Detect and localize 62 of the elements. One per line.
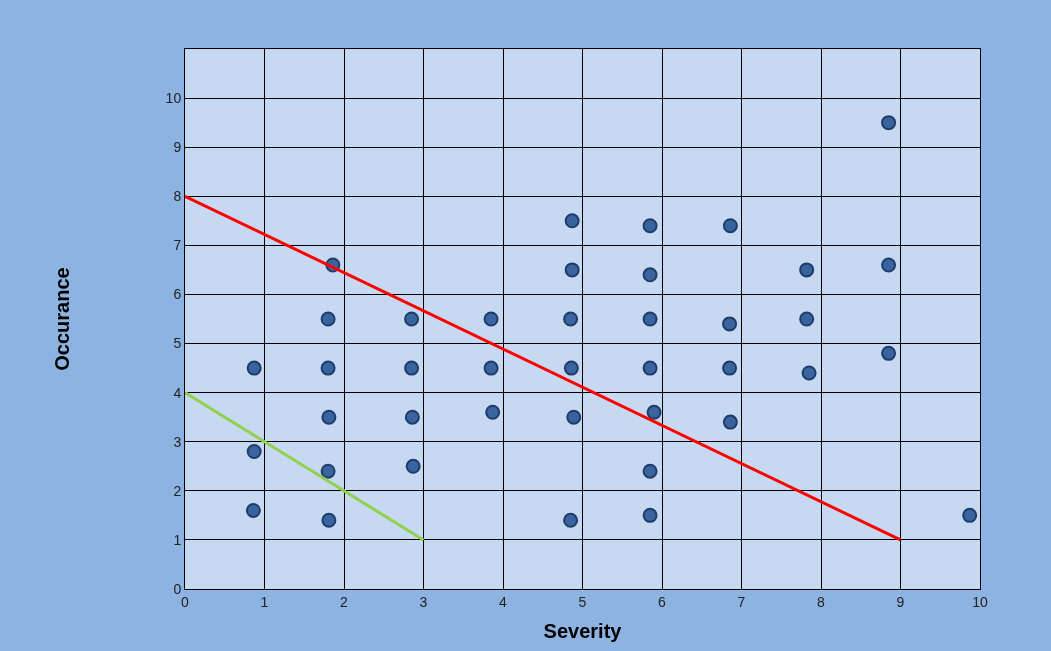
point: [881, 115, 897, 131]
y-tick-label: 2: [173, 482, 182, 499]
point: [405, 458, 421, 474]
y-tick-label: 7: [173, 237, 182, 254]
point: [564, 262, 580, 278]
x-axis-title: Severity: [543, 620, 623, 643]
y-tick-label: 6: [173, 286, 182, 303]
x-tick-label: 2: [340, 593, 349, 610]
point: [642, 218, 658, 234]
point: [320, 463, 336, 479]
y-tick-label: 1: [173, 531, 182, 548]
point: [485, 404, 501, 420]
y-tick-label: 4: [173, 384, 182, 401]
point: [321, 512, 337, 528]
point: [404, 311, 420, 327]
point: [642, 360, 658, 376]
y-tick-label: 8: [173, 188, 182, 205]
point: [962, 507, 978, 523]
point: [881, 257, 897, 273]
point: [642, 463, 658, 479]
y-tick-label: 5: [173, 335, 182, 352]
point: [566, 409, 582, 425]
point: [799, 311, 815, 327]
point: [564, 213, 580, 229]
point: [563, 360, 579, 376]
y-tick-label: 10: [165, 89, 182, 106]
x-tick-label: 8: [817, 593, 826, 610]
point: [404, 409, 420, 425]
point: [642, 507, 658, 523]
x-tick-label: 3: [419, 593, 428, 610]
point: [722, 414, 738, 430]
point: [642, 267, 658, 283]
point: [881, 345, 897, 361]
point: [563, 512, 579, 528]
point: [483, 311, 499, 327]
x-tick-label: 1: [260, 593, 269, 610]
point: [801, 365, 817, 381]
point: [722, 218, 738, 234]
point: [722, 316, 738, 332]
y-tick-label: 0: [173, 580, 182, 597]
x-tick-label: 7: [737, 593, 746, 610]
x-tick-label: 10: [972, 593, 988, 610]
y-axis-title: Occurance: [51, 267, 74, 371]
point: [246, 444, 262, 460]
point: [722, 360, 738, 376]
point: [642, 311, 658, 327]
point: [320, 360, 336, 376]
point: [563, 311, 579, 327]
x-tick-label: 6: [658, 593, 667, 610]
point: [245, 502, 261, 518]
point: [321, 409, 337, 425]
point: [404, 360, 420, 376]
x-tick-label: 9: [896, 593, 905, 610]
y-tick-label: 3: [173, 433, 182, 450]
point: [483, 360, 499, 376]
x-tick-label: 4: [499, 593, 508, 610]
x-tick-label: 5: [578, 593, 587, 610]
point: [646, 404, 662, 420]
y-tick-label: 9: [173, 139, 182, 156]
point: [246, 360, 262, 376]
point: [799, 262, 815, 278]
point: [320, 311, 336, 327]
